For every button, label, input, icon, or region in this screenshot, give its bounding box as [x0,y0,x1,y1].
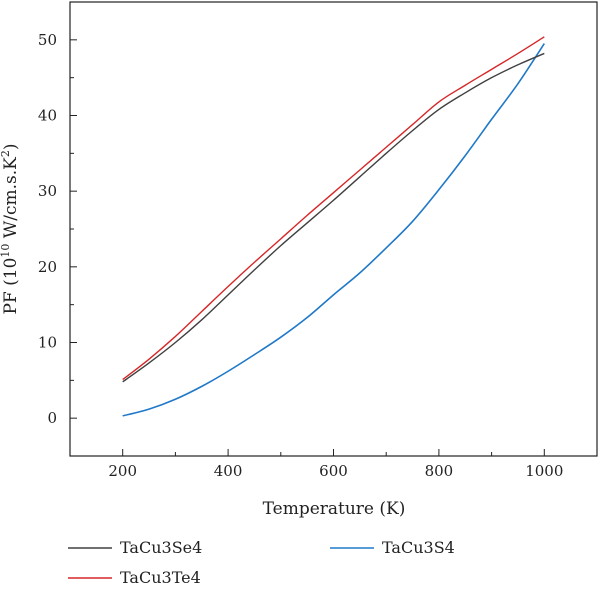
x-tick-label: 800 [425,462,454,480]
x-tick-label: 200 [108,462,137,480]
y-axis-title-unit-exponent: 2 [0,150,12,157]
series-line-tacu3se4 [122,52,545,383]
legend: TaCu3Se4 TaCu3Te4 TaCu3S4 [68,538,455,587]
y-axis-title-exponent: 10 [0,244,12,258]
y-tick-label: 20 [38,258,57,276]
y-tick-label: 50 [38,31,57,49]
x-axis-title: Temperature (K) [263,499,406,519]
plot-frame [69,1,598,457]
series-line-tacu3te4 [122,36,545,381]
series-line-tacu3s4 [122,43,545,417]
legend-label-tacu3s4: TaCu3S4 [382,538,455,557]
x-tick-label: 1000 [525,462,563,480]
y-tick-label: 10 [38,334,57,352]
y-tick-label: 0 [47,409,57,427]
x-tick-label: 400 [214,462,243,480]
y-axis-title-suffix: ) [1,143,21,150]
y-axis-title-prefix: PF (10 [1,258,21,315]
y-axis-title: PF (1010 W/cm.s.K2) [0,143,21,314]
x-tick-label: 600 [319,462,348,480]
y-tick-label: 30 [38,182,57,200]
legend-label-tacu3se4: TaCu3Se4 [120,538,202,557]
legend-label-tacu3te4: TaCu3Te4 [120,568,201,587]
y-axis-title-unit: W/cm.s.K [1,157,21,244]
y-tick-label: 40 [38,107,57,125]
